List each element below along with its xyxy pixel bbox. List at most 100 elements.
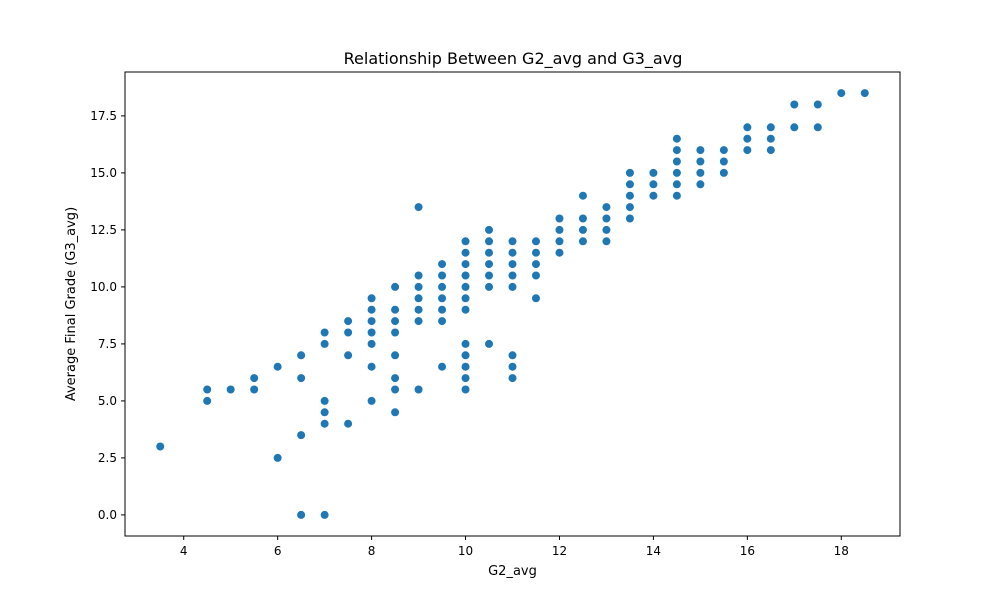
data-point (297, 351, 306, 360)
data-point (156, 442, 165, 451)
data-point (461, 294, 470, 303)
data-point (297, 374, 306, 383)
data-point (625, 168, 634, 177)
data-point (344, 419, 353, 428)
data-point (391, 305, 400, 314)
x-tick-label: 8 (368, 544, 376, 558)
data-point (508, 237, 517, 246)
y-tick-label: 10.0 (90, 280, 117, 294)
data-point (367, 396, 376, 405)
data-point (367, 317, 376, 326)
data-point (438, 282, 447, 291)
data-point (508, 271, 517, 280)
data-point (344, 317, 353, 326)
data-point (414, 385, 423, 394)
data-point (391, 351, 400, 360)
x-axis-ticks: 4 6 8 10 12 14 16 18 (180, 536, 849, 558)
data-point (625, 191, 634, 200)
data-point (766, 146, 775, 155)
data-point (391, 408, 400, 417)
data-point (672, 146, 681, 155)
data-point (438, 294, 447, 303)
data-point (790, 123, 799, 132)
x-tick-label: 16 (740, 544, 755, 558)
data-point (625, 214, 634, 223)
data-point (485, 260, 494, 269)
data-point (438, 362, 447, 371)
data-point (508, 248, 517, 257)
data-point (273, 362, 282, 371)
data-point (226, 385, 235, 394)
data-point (672, 134, 681, 143)
data-point (860, 89, 869, 98)
data-point (531, 260, 540, 269)
data-point (461, 282, 470, 291)
data-point (461, 351, 470, 360)
y-axis-label: Average Final Grade (G3_avg) (64, 207, 79, 401)
data-point (461, 271, 470, 280)
data-point (485, 248, 494, 257)
data-point (696, 157, 705, 166)
data-point (391, 282, 400, 291)
data-point (273, 453, 282, 462)
data-point (250, 374, 259, 383)
x-tick-label: 12 (552, 544, 567, 558)
y-tick-label: 2.5 (98, 451, 117, 465)
data-point (320, 396, 329, 405)
data-point (555, 214, 564, 223)
data-point (719, 168, 728, 177)
y-tick-label: 17.5 (90, 109, 117, 123)
data-point (672, 191, 681, 200)
data-point (625, 203, 634, 212)
x-tick-label: 18 (834, 544, 849, 558)
data-point (438, 260, 447, 269)
data-point (391, 328, 400, 337)
data-point (414, 317, 423, 326)
x-tick-label: 10 (458, 544, 473, 558)
data-point (813, 123, 822, 132)
y-tick-label: 7.5 (98, 337, 117, 351)
data-point (414, 203, 423, 212)
data-point (391, 317, 400, 326)
data-point (649, 180, 658, 189)
data-point (672, 157, 681, 166)
data-point (672, 168, 681, 177)
data-point (391, 374, 400, 383)
data-point (344, 328, 353, 337)
data-point (602, 203, 611, 212)
data-point (297, 431, 306, 440)
data-point (320, 419, 329, 428)
data-point (414, 282, 423, 291)
data-point (508, 260, 517, 269)
data-point (508, 351, 517, 360)
data-point (203, 385, 212, 394)
data-point (438, 305, 447, 314)
x-axis-label: G2_avg (488, 564, 537, 579)
data-point (672, 180, 681, 189)
data-point (297, 510, 306, 519)
data-point (696, 168, 705, 177)
data-point (696, 146, 705, 155)
data-point (602, 214, 611, 223)
data-point (461, 385, 470, 394)
data-point (813, 100, 822, 109)
data-point (578, 237, 587, 246)
chart-title: Relationship Between G2_avg and G3_avg (344, 49, 683, 69)
data-point (367, 328, 376, 337)
data-point (743, 146, 752, 155)
data-point (485, 271, 494, 280)
data-point (555, 225, 564, 234)
data-point (320, 510, 329, 519)
data-point (743, 134, 752, 143)
data-point (531, 294, 540, 303)
y-tick-label: 5.0 (98, 394, 117, 408)
data-point (719, 146, 728, 155)
data-point (367, 294, 376, 303)
data-point (508, 362, 517, 371)
data-point (391, 385, 400, 394)
data-point (766, 123, 775, 132)
data-point (578, 225, 587, 234)
data-point (766, 134, 775, 143)
data-point (414, 294, 423, 303)
